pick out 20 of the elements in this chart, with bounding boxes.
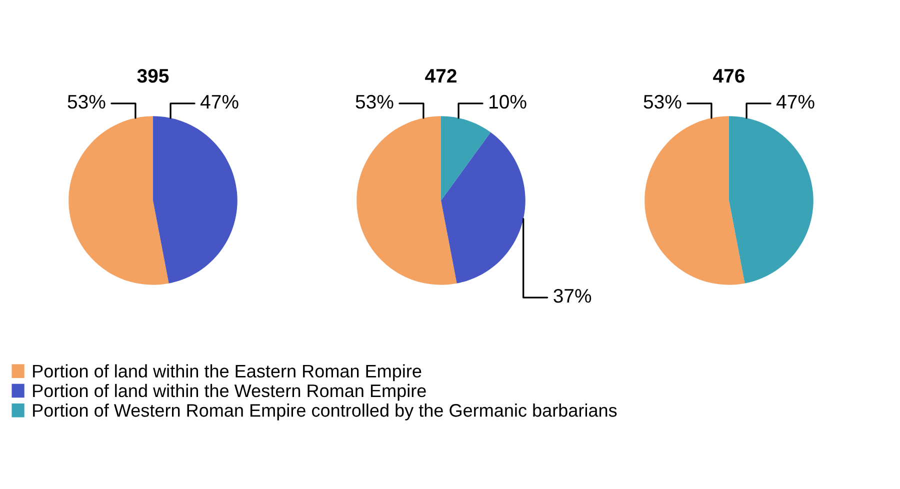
data-label: 37% [554,288,592,303]
chart-title: 395 [137,68,169,83]
legend-label: Portion of Western Roman Empire controlled by the Germanic barbarians [33,404,617,420]
data-label: 47% [200,94,238,109]
data-label: 53% [68,94,106,109]
pie-slice [644,116,745,285]
pie-slice [68,116,169,285]
pie-slice [356,116,457,285]
data-label: 47% [776,94,814,109]
pie-slice [153,116,238,284]
pie-slice [441,132,526,284]
chart-title: 472 [425,68,456,83]
data-label: 53% [644,94,682,109]
legend-label: Portion of land within the Eastern Roman Empire [33,364,422,382]
chart-title: 476 [713,68,745,83]
data-label: 10% [490,94,526,109]
legend-label: Portion of land within the Western Roman Empire [33,384,426,401]
pie-slice [441,116,491,200]
pie-slice [729,116,814,284]
data-label: 53% [356,94,394,109]
